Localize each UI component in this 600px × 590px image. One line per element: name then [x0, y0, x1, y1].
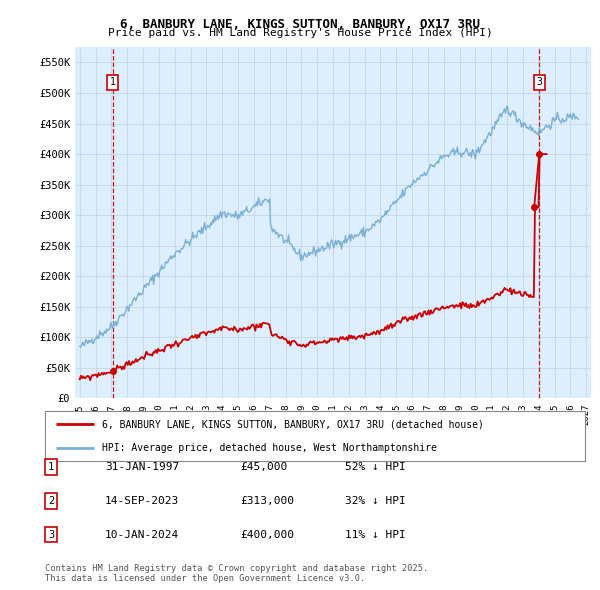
Text: 10-JAN-2024: 10-JAN-2024: [105, 530, 179, 539]
Text: £45,000: £45,000: [240, 463, 287, 472]
Text: 14-SEP-2023: 14-SEP-2023: [105, 496, 179, 506]
Text: 3: 3: [48, 530, 54, 539]
Text: 2: 2: [48, 496, 54, 506]
Text: Contains HM Land Registry data © Crown copyright and database right 2025.
This d: Contains HM Land Registry data © Crown c…: [45, 563, 428, 583]
Text: HPI: Average price, detached house, West Northamptonshire: HPI: Average price, detached house, West…: [101, 443, 437, 453]
Text: 52% ↓ HPI: 52% ↓ HPI: [345, 463, 406, 472]
Text: 1: 1: [48, 463, 54, 472]
Text: Price paid vs. HM Land Registry's House Price Index (HPI): Price paid vs. HM Land Registry's House …: [107, 28, 493, 38]
Bar: [554, 47, 591, 398]
Text: 6, BANBURY LANE, KINGS SUTTON, BANBURY, OX17 3RU (detached house): 6, BANBURY LANE, KINGS SUTTON, BANBURY, …: [101, 419, 484, 430]
Text: 6, BANBURY LANE, KINGS SUTTON, BANBURY, OX17 3RU: 6, BANBURY LANE, KINGS SUTTON, BANBURY, …: [120, 18, 480, 31]
Text: 1: 1: [110, 77, 116, 87]
Text: 3: 3: [536, 77, 542, 87]
Text: 32% ↓ HPI: 32% ↓ HPI: [345, 496, 406, 506]
Bar: [554, 47, 591, 398]
Text: 31-JAN-1997: 31-JAN-1997: [105, 463, 179, 472]
Text: £313,000: £313,000: [240, 496, 294, 506]
Text: £400,000: £400,000: [240, 530, 294, 539]
Text: 11% ↓ HPI: 11% ↓ HPI: [345, 530, 406, 539]
